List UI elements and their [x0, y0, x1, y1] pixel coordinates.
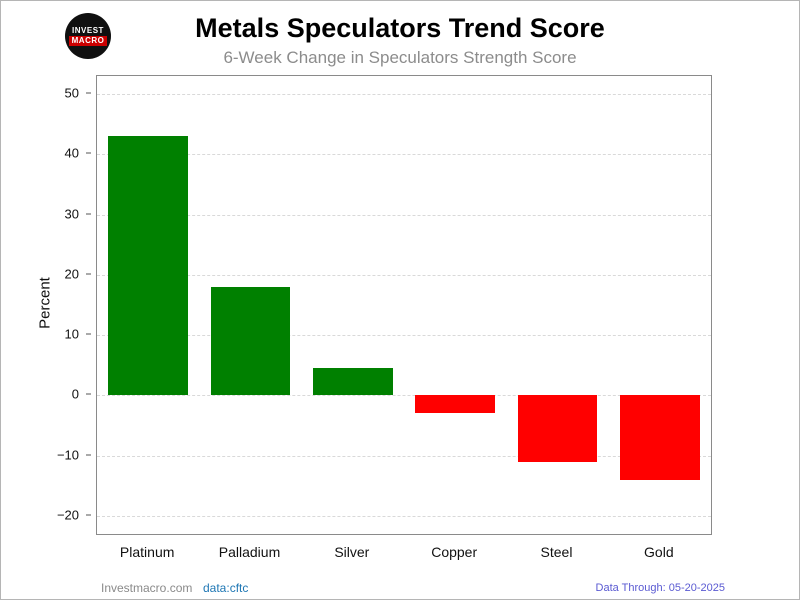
- x-tick-label: Palladium: [218, 544, 281, 560]
- bar-steel: [517, 395, 598, 462]
- y-tick-label: 10: [64, 326, 79, 342]
- y-tick-label: −10: [56, 447, 79, 463]
- y-tick-mark: [86, 273, 91, 275]
- y-tick-label: 40: [64, 145, 79, 161]
- footer-site-text: Investmacro.com: [101, 581, 193, 595]
- chart-title: Metals Speculators Trend Score: [195, 13, 605, 43]
- gridline: [97, 515, 711, 517]
- bar-gold: [619, 395, 700, 480]
- gridline: [97, 214, 711, 216]
- chart-subtitle: 6-Week Change in Speculators Strength Sc…: [223, 48, 577, 67]
- y-tick-label: −20: [56, 507, 79, 523]
- gridline: [97, 395, 711, 397]
- y-tick-mark: [86, 393, 91, 395]
- investmacro-logo-icon: INVEST MACRO: [65, 13, 111, 59]
- x-tick-label: Silver: [334, 544, 370, 560]
- y-tick-mark: [86, 152, 91, 154]
- y-ticks: −20 −10 0 10 20 30 40 50: [1, 75, 91, 533]
- y-tick-mark: [86, 514, 91, 516]
- footer-data-through: Data Through: 05-20-2025: [595, 582, 725, 594]
- y-tick-label: 20: [64, 266, 79, 282]
- bar-palladium: [210, 286, 291, 396]
- logo-line1: INVEST: [72, 26, 104, 35]
- x-tick-label: Gold: [644, 544, 674, 560]
- bar-silver: [312, 368, 393, 396]
- x-labels: Platinum Palladium Silver Copper Steel Gold: [96, 544, 710, 564]
- x-tick-label: Platinum: [119, 544, 175, 560]
- gridline: [97, 455, 711, 457]
- gridline: [97, 335, 711, 337]
- y-tick-mark: [86, 213, 91, 215]
- bar-copper: [415, 395, 496, 414]
- y-tick-mark: [86, 92, 91, 94]
- plot-area: [96, 75, 712, 535]
- y-tick-label: 30: [64, 206, 79, 222]
- bar-platinum: [108, 136, 189, 396]
- y-tick-label: 0: [71, 386, 79, 402]
- footer-data-source: data:cftc: [203, 581, 249, 595]
- x-tick-label: Copper: [431, 544, 478, 560]
- y-tick-label: 50: [64, 85, 79, 101]
- y-tick-mark: [86, 333, 91, 335]
- gridline: [97, 94, 711, 96]
- logo-line2: MACRO: [68, 36, 108, 46]
- x-tick-label: Steel: [540, 544, 573, 560]
- gridline: [97, 274, 711, 276]
- gridline: [97, 154, 711, 156]
- y-tick-mark: [86, 454, 91, 456]
